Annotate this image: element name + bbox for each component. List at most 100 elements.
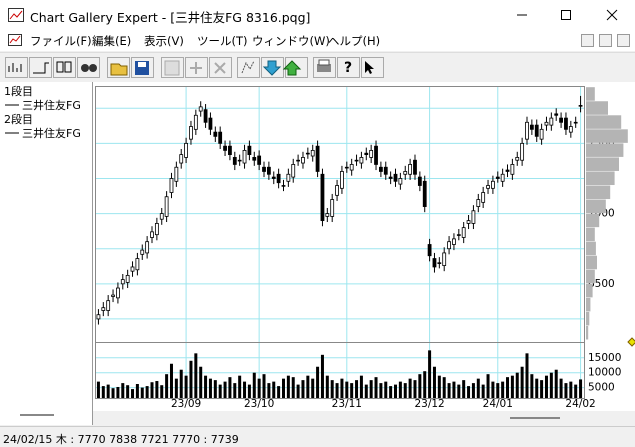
profile-bar <box>586 213 600 228</box>
volume-bar <box>574 384 578 398</box>
menu-item[interactable]: 編集(E) <box>92 34 132 48</box>
volume-bar <box>384 381 388 398</box>
candle-body <box>325 213 330 217</box>
volume-bar <box>277 386 281 398</box>
menu-item[interactable]: 表示(V) <box>144 34 184 48</box>
volume-bar <box>223 381 227 398</box>
volume-bar <box>272 381 276 398</box>
profile-bar <box>586 171 615 186</box>
x-tick-label: 23/12 <box>414 398 444 410</box>
tool-button[interactable] <box>337 57 360 78</box>
candle-body <box>189 126 193 140</box>
candle-body <box>164 196 169 217</box>
profile-bar <box>586 241 596 256</box>
volume-bar <box>530 374 534 398</box>
volume-bar <box>408 378 412 398</box>
plot-frame <box>95 86 585 399</box>
candle-body <box>354 159 359 162</box>
chart: 6500700075005000100001500023/0923/1023/1… <box>93 82 635 425</box>
menu-item[interactable]: ヘルプ(H) <box>328 34 381 48</box>
volume-bar <box>403 383 407 398</box>
volume-bar <box>155 381 159 398</box>
volume-bar <box>467 386 471 398</box>
volume-bar <box>457 384 461 398</box>
scrollbar[interactable] <box>93 411 635 425</box>
candle-body <box>340 171 344 189</box>
volume-bar <box>311 378 315 398</box>
candle-body <box>383 166 388 175</box>
x-tick-label: 23/11 <box>332 398 362 410</box>
candle-body <box>417 176 422 186</box>
x-tick-label: 23/09 <box>171 398 201 410</box>
mdi-restore[interactable] <box>599 34 612 47</box>
mdi-controls <box>581 34 630 47</box>
volume-bar <box>111 388 115 398</box>
candle-body <box>568 126 573 133</box>
close-button[interactable] <box>606 9 618 21</box>
candle-body <box>242 149 247 164</box>
candle-body <box>393 173 398 182</box>
volume-bar <box>525 353 529 398</box>
status-text: 24/02/15 木 : 7770 7838 7721 7770 : 7739 <box>3 433 239 446</box>
candle-body <box>296 159 301 162</box>
volume-bar <box>394 384 398 398</box>
volume-bar <box>501 381 505 398</box>
candle-body <box>198 106 203 112</box>
profile-bar <box>586 311 590 326</box>
volume-bar <box>218 384 222 398</box>
candle-body <box>145 241 150 254</box>
volume-bar <box>179 369 183 398</box>
volume-bar <box>267 383 271 398</box>
volume-bar <box>252 372 256 398</box>
candle-body <box>539 128 544 140</box>
volume-bar <box>520 366 524 398</box>
candle-body <box>179 154 184 164</box>
volume-bar <box>496 383 500 398</box>
candle-body <box>96 314 101 320</box>
volume-bar <box>145 386 149 398</box>
candle-body <box>184 142 188 158</box>
tool-button[interactable] <box>29 57 52 78</box>
volume-tick-label: 5000 <box>588 382 615 394</box>
legend-entry[interactable]: 三井住友FG <box>22 99 81 112</box>
volume-bar <box>330 380 334 398</box>
status-bar: 24/02/15 木 : 7770 7838 7721 7770 : 7739 <box>0 426 635 447</box>
profile-bar <box>586 255 597 270</box>
candle-body <box>564 117 568 130</box>
volume-bar <box>481 384 485 398</box>
candle-body <box>500 173 505 182</box>
volume-bar <box>247 384 251 398</box>
volume-bar <box>194 353 198 398</box>
menu-item[interactable]: ウィンドウ(W) <box>252 34 330 48</box>
candle-body <box>140 249 145 255</box>
mdi-close[interactable] <box>617 34 630 47</box>
title-bar: Chart Gallery Expert - [三井住友FG 8316.pqg] <box>0 0 635 30</box>
candle-body <box>271 176 276 179</box>
candle-body <box>447 241 451 250</box>
volume-bar <box>286 375 290 398</box>
menu-item[interactable]: ツール(T) <box>197 34 248 48</box>
panel-label: 2段目 <box>4 113 33 126</box>
volume-bar <box>389 386 393 398</box>
tool-button[interactable] <box>361 57 384 78</box>
candle-body <box>315 145 320 172</box>
profile-bar <box>586 283 593 298</box>
volume-bar <box>106 384 110 398</box>
volume-bar <box>554 369 558 398</box>
candle-body <box>461 227 466 238</box>
profile-bar <box>586 143 624 157</box>
volume-bar <box>174 378 178 398</box>
mdi-minimize[interactable] <box>581 34 594 47</box>
volume-bar <box>559 378 563 398</box>
tool-button[interactable] <box>5 57 28 78</box>
legend-entry[interactable]: 三井住友FG <box>22 127 81 140</box>
volume-bar <box>228 377 232 398</box>
candle-body <box>510 164 515 175</box>
candle-body <box>573 121 578 124</box>
candle-body <box>169 178 174 193</box>
volume-bar <box>355 380 359 398</box>
profile-bar <box>586 115 622 129</box>
maximize-button[interactable] <box>561 10 571 20</box>
menu-item[interactable]: ファイル(F) <box>30 34 92 48</box>
